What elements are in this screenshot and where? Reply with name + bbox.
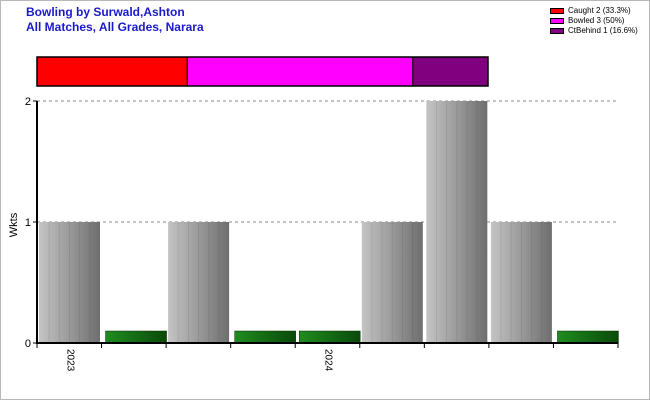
bar xyxy=(361,222,423,343)
legend-swatch-ctbehind xyxy=(550,28,564,34)
wicket-bars xyxy=(39,101,619,344)
axes: 0 1 2 2023 2024 xyxy=(25,96,619,372)
legend-label-caught: Caught 2 (33.3%) xyxy=(568,6,631,15)
chart-subtitle: All Matches, All Grades, Narara xyxy=(26,20,204,34)
zero-bar xyxy=(105,330,167,344)
bar xyxy=(168,222,230,343)
y-tick-label: 1 xyxy=(25,217,31,229)
y-tick-label: 0 xyxy=(25,338,31,350)
zero-bar xyxy=(234,330,296,344)
bar xyxy=(39,222,100,343)
stack-outline xyxy=(36,56,489,87)
x-tick-label: 2024 xyxy=(323,349,334,372)
legend-item-caught: Caught 2 (33.3%) xyxy=(550,6,638,16)
bar xyxy=(426,101,488,343)
legend-label-bowled: Bowled 3 (50%) xyxy=(568,16,625,25)
stack-segment-bowled xyxy=(186,56,414,87)
legend: Caught 2 (33.3%) Bowled 3 (50%) CtBehind… xyxy=(550,6,638,36)
legend-swatch-caught xyxy=(550,8,564,14)
zero-bar xyxy=(557,330,619,344)
dismissal-stack-bar xyxy=(36,56,489,87)
legend-swatch-bowled xyxy=(550,18,564,24)
y-axis-label: Wkts xyxy=(8,212,20,237)
zero-bar xyxy=(298,330,361,344)
stack-segment-caught xyxy=(36,56,188,87)
legend-label-ctbehind: CtBehind 1 (16.6%) xyxy=(568,26,638,35)
legend-item-bowled: Bowled 3 (50%) xyxy=(550,16,638,26)
stack-segment-ctbehind xyxy=(412,56,489,87)
grid-lines xyxy=(37,100,618,223)
legend-item-ctbehind: CtBehind 1 (16.6%) xyxy=(550,26,638,36)
bar xyxy=(490,222,552,343)
x-tick-label: 2023 xyxy=(64,349,75,372)
chart-title: Bowling by Surwald,Ashton xyxy=(26,5,185,19)
y-tick-label: 2 xyxy=(25,96,31,108)
